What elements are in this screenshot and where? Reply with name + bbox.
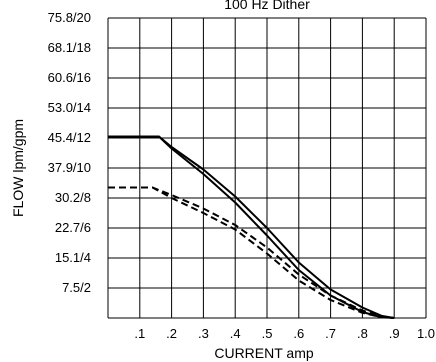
x-tick-label: .5 xyxy=(262,326,273,341)
y-tick-label: 30.2/8 xyxy=(55,190,91,205)
y-tick-labels: 7.5/2 15.1/4 22.7/6 30.2/8 37.9/10 45.4/12 53.… xyxy=(48,10,91,295)
y-tick-label: 15.1/4 xyxy=(55,250,91,265)
x-tick-label: 1.0 xyxy=(417,326,435,341)
x-tick-label: .4 xyxy=(230,326,241,341)
dashed-flow-curve xyxy=(108,188,394,319)
y-tick-label: 53.0/14 xyxy=(48,100,91,115)
chart-title: 100 Hz Dither xyxy=(224,0,310,12)
y-tick-label: 45.4/12 xyxy=(48,130,91,145)
y-tick-label: 68.1/18 xyxy=(48,40,91,55)
solid-flow-curve xyxy=(108,137,394,319)
x-tick-label: .7 xyxy=(325,326,336,341)
chart-grid xyxy=(108,18,426,318)
x-tick-labels: .1 .2 .3 .4 .5 .6 .7 .8 .9 1.0 xyxy=(134,326,435,341)
y-tick-label: 7.5/2 xyxy=(62,280,91,295)
y-axis-label: FLOW lpm/gpm xyxy=(10,119,26,217)
y-tick-label: 37.9/10 xyxy=(48,160,91,175)
x-tick-label: .8 xyxy=(357,326,368,341)
solid-flow-curve xyxy=(108,137,394,319)
x-tick-label: .9 xyxy=(389,326,400,341)
x-tick-label: .1 xyxy=(134,326,145,341)
x-axis-label: CURRENT amp xyxy=(214,345,314,361)
y-tick-label: 60.6/16 xyxy=(48,70,91,85)
dashed-flow-curve xyxy=(108,188,394,319)
x-tick-label: .3 xyxy=(198,326,209,341)
y-tick-label: 22.7/6 xyxy=(55,220,91,235)
y-tick-label: 75.8/20 xyxy=(48,10,91,25)
x-tick-label: .2 xyxy=(166,326,177,341)
chart-series xyxy=(108,137,394,319)
x-tick-label: .6 xyxy=(293,326,304,341)
